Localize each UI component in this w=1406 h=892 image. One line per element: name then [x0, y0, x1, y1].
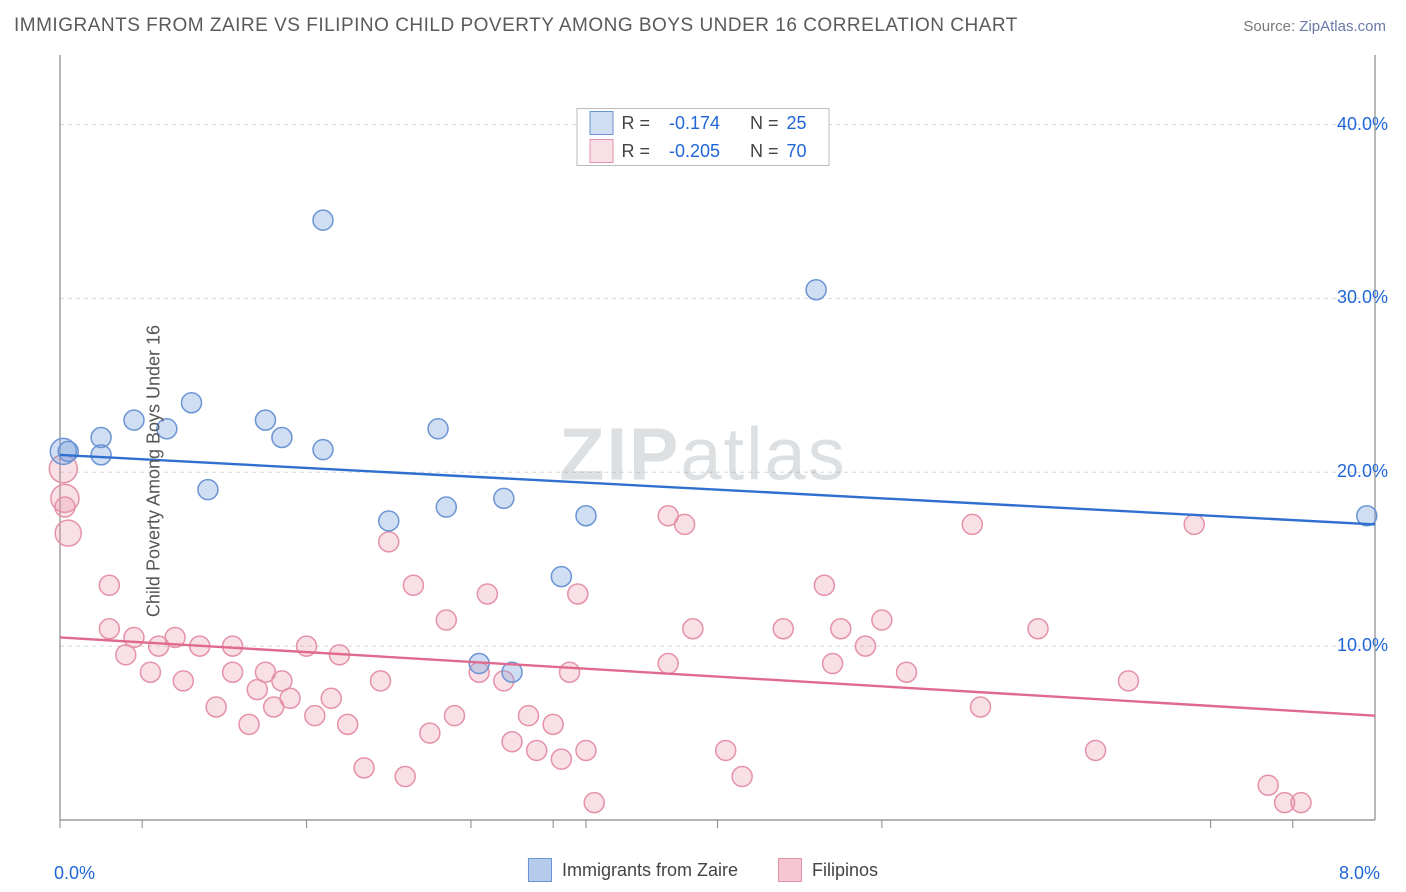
series-legend-label: Immigrants from Zaire: [562, 860, 738, 881]
legend-row: R = -0.174 N = 25: [577, 109, 828, 137]
source-link[interactable]: ZipAtlas.com: [1299, 18, 1386, 35]
scatter-plot: [0, 50, 1406, 850]
legend-swatch: [589, 139, 613, 163]
legend-row: R = -0.205 N = 70: [577, 137, 828, 165]
legend-swatch: [589, 111, 613, 135]
correlation-legend: R = -0.174 N = 25 R = -0.205 N = 70: [576, 108, 829, 166]
legend-r-value: -0.174: [658, 113, 720, 134]
x-axis-tick-max: 8.0%: [1339, 863, 1380, 884]
legend-r-value: -0.205: [658, 141, 720, 162]
legend-n-value: 25: [787, 113, 817, 134]
chart-container: ZIPatlas Child Poverty Among Boys Under …: [0, 50, 1406, 892]
chart-title: IMMIGRANTS FROM ZAIRE VS FILIPINO CHILD …: [14, 15, 1018, 37]
legend-n-label: N =: [750, 141, 779, 162]
legend-r-label: R =: [621, 113, 650, 134]
series-legend-item: Filipinos: [778, 858, 878, 882]
source-prefix: Source:: [1243, 18, 1299, 35]
y-axis-tick: 40.0%: [1337, 114, 1388, 135]
y-axis-tick: 30.0%: [1337, 287, 1388, 308]
y-axis-tick: 10.0%: [1337, 635, 1388, 656]
legend-r-label: R =: [621, 141, 650, 162]
legend-swatch: [778, 858, 802, 882]
x-axis-tick-min: 0.0%: [54, 863, 95, 884]
series-legend-label: Filipinos: [812, 860, 878, 881]
y-axis-label: Child Poverty Among Boys Under 16: [144, 325, 165, 617]
series-legend-item: Immigrants from Zaire: [528, 858, 738, 882]
legend-n-value: 70: [787, 141, 817, 162]
legend-n-label: N =: [750, 113, 779, 134]
source-attribution: Source: ZipAtlas.com: [1243, 18, 1386, 35]
series-legend: Immigrants from Zaire Filipinos: [528, 858, 878, 882]
legend-swatch: [528, 858, 552, 882]
y-axis-tick: 20.0%: [1337, 461, 1388, 482]
